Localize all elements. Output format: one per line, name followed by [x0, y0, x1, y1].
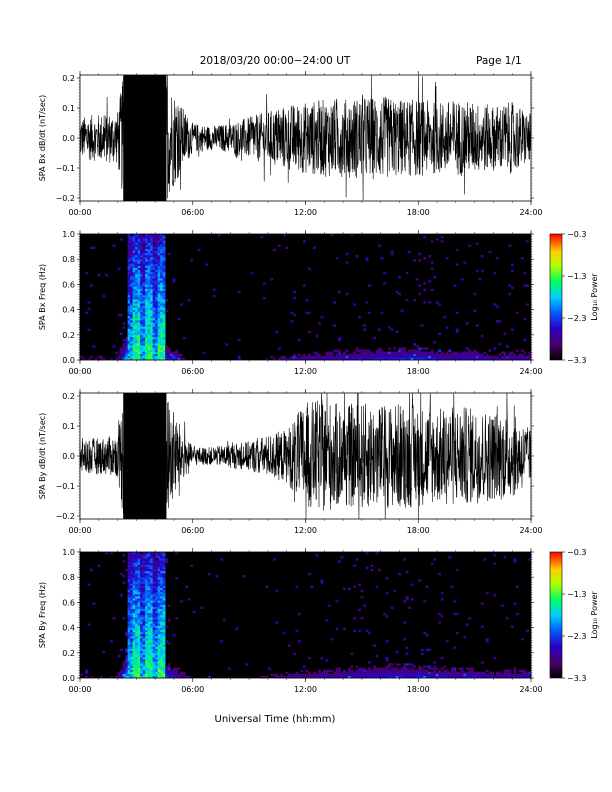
- x-tick-label: 24:00: [519, 685, 542, 694]
- bx-waveform-panel: 0.2 0.1 0.0 −0.1 −0.2 00:00 06:00 12:00 18:00 24:…: [38, 71, 543, 217]
- colorbar-tick-label: −3.3: [567, 356, 586, 365]
- x-tick-label: 00:00: [68, 208, 91, 217]
- y-tick-label: 0.6: [62, 280, 75, 289]
- by-waveform-panel: 0.2 0.1 0.0 −0.1 −0.2 00:00 06:00 12:00 18:00 24:…: [38, 389, 543, 535]
- y-tick-label: 0.8: [62, 573, 75, 582]
- x-axis-title: Universal Time (hh:mm): [215, 714, 336, 725]
- y-tick-label: 1.0: [62, 548, 75, 557]
- y-tick-label: −0.1: [56, 164, 75, 173]
- x-tick-label: 18:00: [407, 208, 430, 217]
- x-tick-label: 24:00: [519, 526, 542, 535]
- page-indicator: Page 1/1: [476, 55, 522, 67]
- colorbar-tick-label: −1.3: [567, 272, 586, 281]
- y-axis-label: SPA By Freq (Hz): [38, 582, 47, 648]
- x-tick-label: 06:00: [181, 367, 204, 376]
- colorbar-tick-label: −1.3: [567, 590, 586, 599]
- y-tick-label: 0.1: [62, 104, 75, 113]
- y-tick-label: 0.4: [62, 306, 75, 315]
- x-tick-label: 06:00: [181, 526, 204, 535]
- y-tick-label: −0.2: [56, 512, 75, 521]
- x-tick-label: 18:00: [407, 367, 430, 376]
- spectrogram-cells: [80, 552, 532, 679]
- spectrogram-cells: [80, 234, 532, 361]
- y-tick-label: 0.0: [62, 134, 75, 143]
- y-axis-label: SPA By dB/dt (nT/sec): [38, 413, 47, 500]
- x-tick-label: 06:00: [181, 208, 204, 217]
- x-tick-label: 12:00: [294, 367, 317, 376]
- saturated-block: [123, 393, 167, 519]
- colorbar: [549, 551, 563, 679]
- bx-spectrogram-panel: −0.3 −1.3 −2.3 −3.3 Log₁₀ Power 1.0 0.8 0.6 0.4 0…: [38, 230, 599, 376]
- x-tick-label: 00:00: [68, 367, 91, 376]
- x-tick-label: 12:00: [294, 685, 317, 694]
- by-spectrogram-panel: −0.3 −1.3 −2.3 −3.3 Log₁₀ Power 1.0 0.8 0.6 0.4 0…: [38, 548, 599, 694]
- colorbar-label: Log₁₀ Power: [590, 273, 599, 321]
- x-tick-label: 24:00: [519, 208, 542, 217]
- x-tick-label: 18:00: [407, 685, 430, 694]
- y-tick-label: 0.4: [62, 624, 75, 633]
- colorbar-tick-label: −3.3: [567, 674, 586, 683]
- x-tick-label: 00:00: [68, 526, 91, 535]
- y-tick-label: 0.0: [62, 674, 75, 683]
- y-tick-label: 0.2: [62, 331, 75, 340]
- y-tick-label: −0.1: [56, 482, 75, 491]
- x-tick-label: 12:00: [294, 526, 317, 535]
- y-tick-label: 0.8: [62, 255, 75, 264]
- plot-title: 2018/03/20 00:00−24:00 UT: [200, 55, 351, 67]
- y-tick-label: 0.0: [62, 452, 75, 461]
- y-tick-label: 0.6: [62, 598, 75, 607]
- x-tick-label: 00:00: [68, 685, 91, 694]
- y-tick-label: 0.0: [62, 356, 75, 365]
- colorbar-tick-label: −2.3: [567, 314, 586, 323]
- y-tick-label: 0.2: [62, 74, 75, 83]
- y-tick-label: 1.0: [62, 230, 75, 239]
- x-tick-label: 18:00: [407, 526, 430, 535]
- saturated-block: [123, 75, 167, 201]
- y-tick-label: 0.2: [62, 649, 75, 658]
- colorbar-tick-label: −2.3: [567, 632, 586, 641]
- y-tick-label: −0.2: [56, 194, 75, 203]
- y-tick-label: 0.2: [62, 392, 75, 401]
- colorbar-tick-label: −0.3: [567, 548, 586, 557]
- colorbar-tick-label: −0.3: [567, 230, 586, 239]
- x-tick-label: 06:00: [181, 685, 204, 694]
- x-tick-label: 24:00: [519, 367, 542, 376]
- y-axis-label: SPA Bx dB/dt (nT/sec): [38, 95, 47, 182]
- colorbar: [549, 233, 563, 361]
- y-tick-label: 0.1: [62, 422, 75, 431]
- x-tick-label: 12:00: [294, 208, 317, 217]
- colorbar-label: Log₁₀ Power: [590, 591, 599, 639]
- y-axis-label: SPA Bx Freq (Hz): [38, 264, 47, 330]
